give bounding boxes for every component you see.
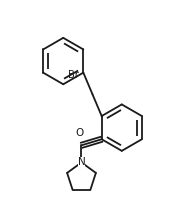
Text: N: N — [78, 157, 85, 167]
Text: Br: Br — [68, 70, 78, 80]
Text: O: O — [75, 128, 84, 138]
